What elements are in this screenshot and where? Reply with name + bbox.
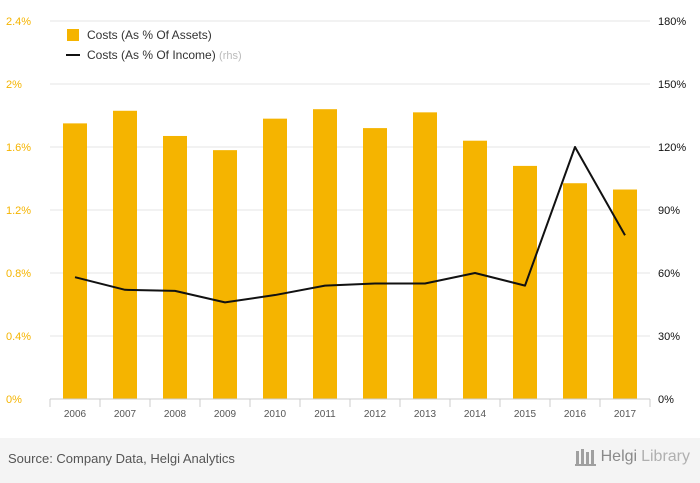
brand-name-second: Library (641, 448, 690, 465)
left-axis-tick-label: 1.6% (6, 142, 31, 154)
right-axis-tick-label: 180% (658, 16, 686, 28)
x-axis-tick-label: 2006 (64, 409, 87, 420)
legend-label-line-suffix: (rhs) (219, 50, 242, 62)
legend-swatch-bar (67, 29, 79, 41)
left-axis-tick-label: 2.4% (6, 16, 31, 28)
bar (113, 110, 137, 400)
left-axis-tick-label: 0% (6, 394, 22, 406)
x-axis-tick-label: 2016 (564, 409, 587, 420)
brand-logo: Helgi Library (574, 448, 690, 466)
bar (613, 189, 637, 399)
bar (313, 109, 337, 399)
x-axis-tick-label: 2014 (464, 409, 487, 420)
bar (63, 123, 87, 399)
bar (363, 128, 387, 399)
bar (413, 112, 437, 399)
left-axis-tick-label: 0.4% (6, 331, 31, 343)
x-axis-tick-label: 2013 (414, 409, 437, 420)
right-axis-tick-label: 30% (658, 331, 680, 343)
x-axis-tick-label: 2011 (314, 409, 336, 420)
bar (263, 118, 287, 400)
right-axis-tick-label: 120% (658, 142, 686, 154)
line-series-costs-income (74, 146, 626, 304)
right-axis-tick-label: 150% (658, 79, 686, 91)
right-axis-tick-label: 90% (658, 205, 680, 217)
x-axis-tick-label: 2007 (114, 409, 137, 420)
legend-label-line: Costs (As % Of Income) (rhs) (87, 48, 242, 62)
right-axis-tick-label: 0% (658, 394, 674, 406)
x-axis-tick-label: 2010 (264, 409, 287, 420)
legend-label-bar: Costs (As % Of Assets) (87, 28, 212, 42)
left-axis-tick-label: 1.2% (6, 205, 31, 217)
x-axis-tick-label: 2015 (514, 409, 537, 420)
x-axis-tick-label: 2017 (614, 409, 637, 420)
left-axis-tick-label: 2% (6, 79, 22, 91)
left-axis-tick-label: 0.8% (6, 268, 31, 280)
source-note: Source: Company Data, Helgi Analytics (8, 451, 235, 466)
x-axis-tick-label: 2009 (214, 409, 237, 420)
combo-chart: 0% 0.4% 0.8% 1.2% 1.6% 2% 2.4% 0% 30% 60% 90% 120% 1… (6, 16, 686, 420)
brand-name-first: Helgi (600, 448, 638, 465)
x-axis-tick-label: 2008 (164, 409, 187, 420)
right-axis-tick-label: 60% (658, 268, 680, 280)
library-columns-icon (574, 449, 596, 466)
bar (213, 150, 237, 399)
x-axis-tick-label: 2012 (364, 409, 387, 420)
bar (463, 140, 487, 399)
bar (563, 183, 587, 399)
bar (513, 165, 537, 399)
bar (163, 135, 187, 399)
